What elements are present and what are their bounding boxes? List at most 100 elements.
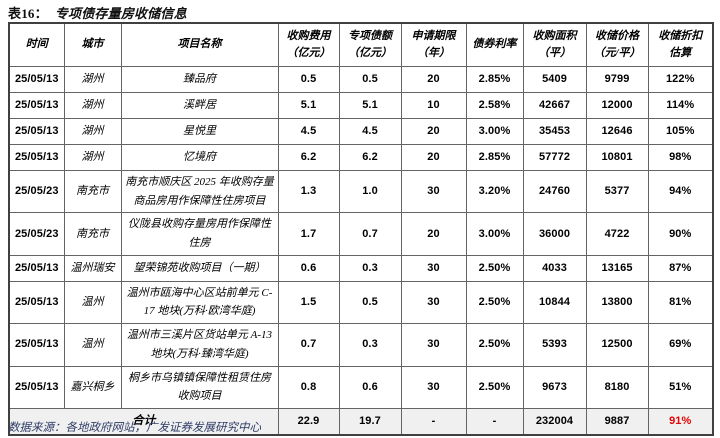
purchase-cost-cell: 1.3 xyxy=(277,169,340,214)
column-header: 城市 xyxy=(63,22,122,67)
bond-amount-cell: 0.6 xyxy=(338,365,402,409)
rate-cell: 2.50% xyxy=(465,280,524,325)
city-cell: 湖州 xyxy=(63,66,122,93)
total-value-cell: 232004 xyxy=(522,407,587,436)
term-cell: 30 xyxy=(400,169,467,214)
discount-cell: 122% xyxy=(647,66,714,93)
rate-cell: 2.58% xyxy=(465,92,524,119)
area-cell: 24760 xyxy=(522,169,587,214)
term-cell: 30 xyxy=(400,365,467,409)
table-number: 表16： xyxy=(8,6,48,21)
project-cell: 桐乡市乌镇镇保障性租赁住房收购项目 xyxy=(120,365,279,409)
purchase-cost-cell: 1.5 xyxy=(277,280,340,325)
rate-cell: 3.00% xyxy=(465,212,524,256)
bond-amount-cell: 0.5 xyxy=(338,66,402,93)
city-cell: 温州 xyxy=(63,323,122,367)
price-cell: 13800 xyxy=(585,280,649,325)
bond-amount-cell: 0.7 xyxy=(338,212,402,256)
date-cell: 25/05/13 xyxy=(8,92,65,119)
date-cell: 25/05/13 xyxy=(8,66,65,93)
special-bond-housing-table: 时间 城市 项目名称 收购费用 （亿元） 专项债额 （亿元） 申请期限 （年） 债券利率 收购… xyxy=(8,22,714,436)
table-row: 25/05/13 温州瑞安 望荣锦苑收购项目（一期） 0.6 0.3 30 2.50% 403… xyxy=(8,254,714,282)
purchase-cost-cell: 0.5 xyxy=(277,66,340,93)
total-value-cell: 19.7 xyxy=(338,407,402,436)
total-value-cell: - xyxy=(465,407,524,436)
discount-cell: 98% xyxy=(647,144,714,171)
area-cell: 36000 xyxy=(522,212,587,256)
table-title: 表16： 专项债存量房收储信息 xyxy=(8,3,187,22)
term-cell: 20 xyxy=(400,118,467,145)
discount-cell: 94% xyxy=(647,169,714,214)
table-row: 25/05/13 湖州 溪畔居 5.1 5.1 10 2.58% 42667 12000 114% xyxy=(8,92,714,119)
purchase-cost-cell: 0.8 xyxy=(277,365,340,409)
column-header: 收购面积 （平） xyxy=(522,22,587,67)
date-cell: 25/05/13 xyxy=(8,280,65,325)
term-cell: 20 xyxy=(400,144,467,171)
column-header: 时间 xyxy=(8,22,65,67)
city-cell: 温州 xyxy=(63,280,122,325)
city-cell: 温州瑞安 xyxy=(63,254,122,282)
date-cell: 25/05/13 xyxy=(8,323,65,367)
term-cell: 20 xyxy=(400,212,467,256)
rate-cell: 2.50% xyxy=(465,365,524,409)
city-cell: 嘉兴桐乡 xyxy=(63,365,122,409)
column-header: 项目名称 xyxy=(120,22,279,67)
term-cell: 30 xyxy=(400,280,467,325)
total-value-cell: 91% xyxy=(647,407,714,436)
city-cell: 南充市 xyxy=(63,169,122,214)
discount-cell: 69% xyxy=(647,323,714,367)
total-value-cell: - xyxy=(400,407,467,436)
discount-cell: 81% xyxy=(647,280,714,325)
table-row: 25/05/23 南充市 仪陇县收购存量房用作保障性住房 1.7 0.7 20 3.00% 3… xyxy=(8,212,714,256)
table-row: 25/05/13 湖州 星悦里 4.5 4.5 20 3.00% 35453 12646 105% xyxy=(8,118,714,145)
header-row: 时间 城市 项目名称 收购费用 （亿元） 专项债额 （亿元） 申请期限 （年） 债券利率 收购… xyxy=(8,22,714,67)
table-row: 25/05/13 湖州 臻品府 0.5 0.5 20 2.85% 5409 9799 122% xyxy=(8,66,714,93)
bond-amount-cell: 6.2 xyxy=(338,144,402,171)
table-header: 时间 城市 项目名称 收购费用 （亿元） 专项债额 （亿元） 申请期限 （年） 债券利率 收购… xyxy=(8,22,714,67)
rate-cell: 3.20% xyxy=(465,169,524,214)
bond-amount-cell: 1.0 xyxy=(338,169,402,214)
table-row: 25/05/23 南充市 南充市顺庆区 2025 年收购存量商品房用作保障性住房项目… xyxy=(8,169,714,214)
area-cell: 10844 xyxy=(522,280,587,325)
city-cell: 湖州 xyxy=(63,92,122,119)
table-row: 25/05/13 嘉兴桐乡 桐乡市乌镇镇保障性租赁住房收购项目 0.8 0.6 30 2.5… xyxy=(8,365,714,409)
project-cell: 南充市顺庆区 2025 年收购存量商品房用作保障性住房项目 xyxy=(120,169,279,214)
bond-amount-cell: 0.5 xyxy=(338,280,402,325)
bond-amount-cell: 0.3 xyxy=(338,323,402,367)
purchase-cost-cell: 4.5 xyxy=(277,118,340,145)
column-header: 收购费用 （亿元） xyxy=(277,22,340,67)
date-cell: 25/05/23 xyxy=(8,169,65,214)
column-header: 收储折扣 估算 xyxy=(647,22,714,67)
data-source-note: 数据来源：各地政府网站，广发证券发展研究中心 xyxy=(8,422,261,434)
table-row: 25/05/13 温州 温州市三溪片区货站单元 A-13 地块(万科·臻湾华庭) 0.… xyxy=(8,323,714,367)
discount-cell: 90% xyxy=(647,212,714,256)
column-header: 债券利率 xyxy=(465,22,524,67)
purchase-cost-cell: 6.2 xyxy=(277,144,340,171)
table-title-text: 专项债存量房收储信息 xyxy=(54,6,187,21)
project-cell: 星悦里 xyxy=(120,118,279,145)
date-cell: 25/05/23 xyxy=(8,212,65,256)
price-cell: 12500 xyxy=(585,323,649,367)
rate-cell: 3.00% xyxy=(465,118,524,145)
term-cell: 10 xyxy=(400,92,467,119)
bond-amount-cell: 4.5 xyxy=(338,118,402,145)
discount-cell: 51% xyxy=(647,365,714,409)
purchase-cost-cell: 0.6 xyxy=(277,254,340,282)
price-cell: 12000 xyxy=(585,92,649,119)
price-cell: 13165 xyxy=(585,254,649,282)
date-cell: 25/05/13 xyxy=(8,254,65,282)
term-cell: 30 xyxy=(400,323,467,367)
area-cell: 4033 xyxy=(522,254,587,282)
term-cell: 30 xyxy=(400,254,467,282)
project-cell: 温州市三溪片区货站单元 A-13 地块(万科·臻湾华庭) xyxy=(120,323,279,367)
price-cell: 8180 xyxy=(585,365,649,409)
city-cell: 湖州 xyxy=(63,144,122,171)
date-cell: 25/05/13 xyxy=(8,365,65,409)
column-header: 收储价格 （元/平） xyxy=(585,22,649,67)
price-cell: 10801 xyxy=(585,144,649,171)
discount-cell: 114% xyxy=(647,92,714,119)
discount-cell: 87% xyxy=(647,254,714,282)
area-cell: 9673 xyxy=(522,365,587,409)
date-cell: 25/05/13 xyxy=(8,144,65,171)
